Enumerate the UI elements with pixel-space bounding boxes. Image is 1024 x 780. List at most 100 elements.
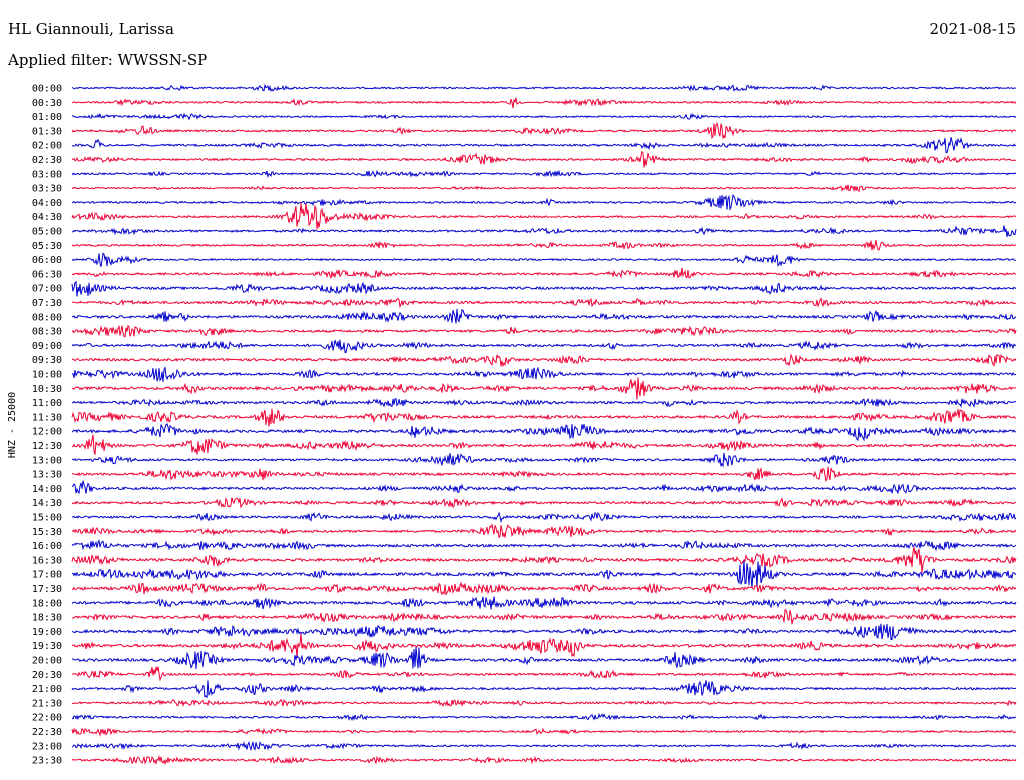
trace-line <box>71 596 1017 610</box>
tick-label: 11:00 <box>32 398 62 409</box>
trace-line <box>71 423 1017 442</box>
trace-line <box>71 308 1017 324</box>
trace-line <box>71 112 1017 121</box>
trace-line <box>71 523 1017 539</box>
trace-line <box>71 169 1017 179</box>
tick-label: 02:00 <box>32 141 62 152</box>
trace-group <box>71 83 1017 766</box>
tick-label: 06:00 <box>32 255 62 266</box>
trace-line <box>71 712 1017 722</box>
tick-label: 22:30 <box>32 727 62 738</box>
trace-line <box>71 366 1017 382</box>
trace-line <box>71 609 1017 625</box>
trace-line <box>71 203 1017 230</box>
trace-line <box>71 83 1017 92</box>
tick-label: 03:30 <box>32 184 62 195</box>
trace-line <box>71 546 1017 573</box>
tick-label: 16:00 <box>32 541 62 552</box>
tick-label: 21:00 <box>32 684 62 695</box>
tick-label: 12:30 <box>32 441 62 452</box>
trace-line <box>71 193 1017 211</box>
trace-line <box>71 434 1017 455</box>
tick-label: 23:00 <box>32 741 62 752</box>
trace-line <box>71 353 1017 368</box>
tick-label: 17:30 <box>32 584 62 595</box>
trace-line <box>71 698 1017 708</box>
trace-line <box>71 560 1017 589</box>
tick-label: 06:30 <box>32 269 62 280</box>
tick-label: 00:00 <box>32 84 62 95</box>
tick-label: 09:00 <box>32 341 62 352</box>
tick-label: 16:30 <box>32 555 62 566</box>
tick-label: 19:30 <box>32 641 62 652</box>
tick-label: 11:30 <box>32 412 62 423</box>
tick-label: 15:00 <box>32 513 62 524</box>
trace-line <box>71 267 1016 279</box>
record-date: 2021-08-15 <box>929 20 1016 38</box>
tick-label: 10:00 <box>32 370 62 381</box>
tick-label-group: 00:00 00:30 01:00 01:30 02:00 02:30 03:00 03:30… <box>32 84 62 767</box>
tick-label: 03:00 <box>32 169 62 180</box>
tick-label: 04:00 <box>32 198 62 209</box>
tick-label: 13:00 <box>32 455 62 466</box>
tick-label: 05:00 <box>32 227 62 238</box>
trace-line <box>71 97 1017 109</box>
tick-label: 07:00 <box>32 284 62 295</box>
station-title: HL Giannouli, Larissa <box>8 20 174 38</box>
trace-line <box>71 339 1017 354</box>
tick-label: 05:30 <box>32 241 62 252</box>
tick-label: 18:00 <box>32 598 62 609</box>
tick-label: 10:30 <box>32 384 62 395</box>
tick-label: 04:30 <box>32 212 62 223</box>
tick-label: 15:30 <box>32 527 62 538</box>
trace-line <box>71 633 1017 658</box>
trace-line <box>71 680 1017 699</box>
trace-line <box>71 511 1017 524</box>
tick-label: 23:30 <box>32 756 62 767</box>
trace-line <box>71 452 1017 468</box>
trace-line <box>71 466 1017 483</box>
trace-line <box>71 297 1017 309</box>
tick-label: 22:00 <box>32 713 62 724</box>
tick-label: 01:30 <box>32 126 62 137</box>
trace-line <box>71 137 1017 154</box>
tick-label: 18:30 <box>32 613 62 624</box>
tick-label: 17:00 <box>32 570 62 581</box>
tick-label: 20:00 <box>32 656 62 667</box>
tick-label: 12:00 <box>32 427 62 438</box>
trace-line <box>71 150 1017 168</box>
trace-line <box>71 539 1017 552</box>
trace-line <box>71 280 1017 297</box>
trace-line <box>71 324 1017 338</box>
trace-line <box>71 252 1017 267</box>
trace-line <box>71 647 1017 670</box>
trace-line <box>71 754 1017 766</box>
trace-line <box>71 740 1017 752</box>
tick-label: 21:30 <box>32 698 62 709</box>
tick-label: 01:00 <box>32 112 62 123</box>
trace-line <box>71 377 1017 400</box>
tick-label: 02:30 <box>32 155 62 166</box>
trace-line <box>71 408 1017 427</box>
tick-label: 00:30 <box>32 98 62 109</box>
trace-line <box>71 239 1017 251</box>
trace-line <box>71 496 1017 509</box>
trace-line <box>71 225 1017 237</box>
tick-label: 20:30 <box>32 670 62 681</box>
trace-line <box>71 184 1016 193</box>
tick-label: 13:30 <box>32 470 62 481</box>
filter-label: Applied filter: WWSSN-SP <box>8 51 208 69</box>
trace-line <box>71 397 1017 408</box>
tick-label: 14:30 <box>32 498 62 509</box>
tick-label: 19:00 <box>32 627 62 638</box>
tick-label: 08:30 <box>32 327 62 338</box>
trace-line <box>71 623 1017 641</box>
trace-line <box>71 480 1017 495</box>
trace-line <box>71 122 1017 140</box>
tick-label: 09:30 <box>32 355 62 366</box>
tick-label: 07:30 <box>32 298 62 309</box>
trace-line <box>71 666 1017 682</box>
y-axis-label: HNZ - 25000 <box>7 392 18 458</box>
trace-line <box>71 581 1017 597</box>
